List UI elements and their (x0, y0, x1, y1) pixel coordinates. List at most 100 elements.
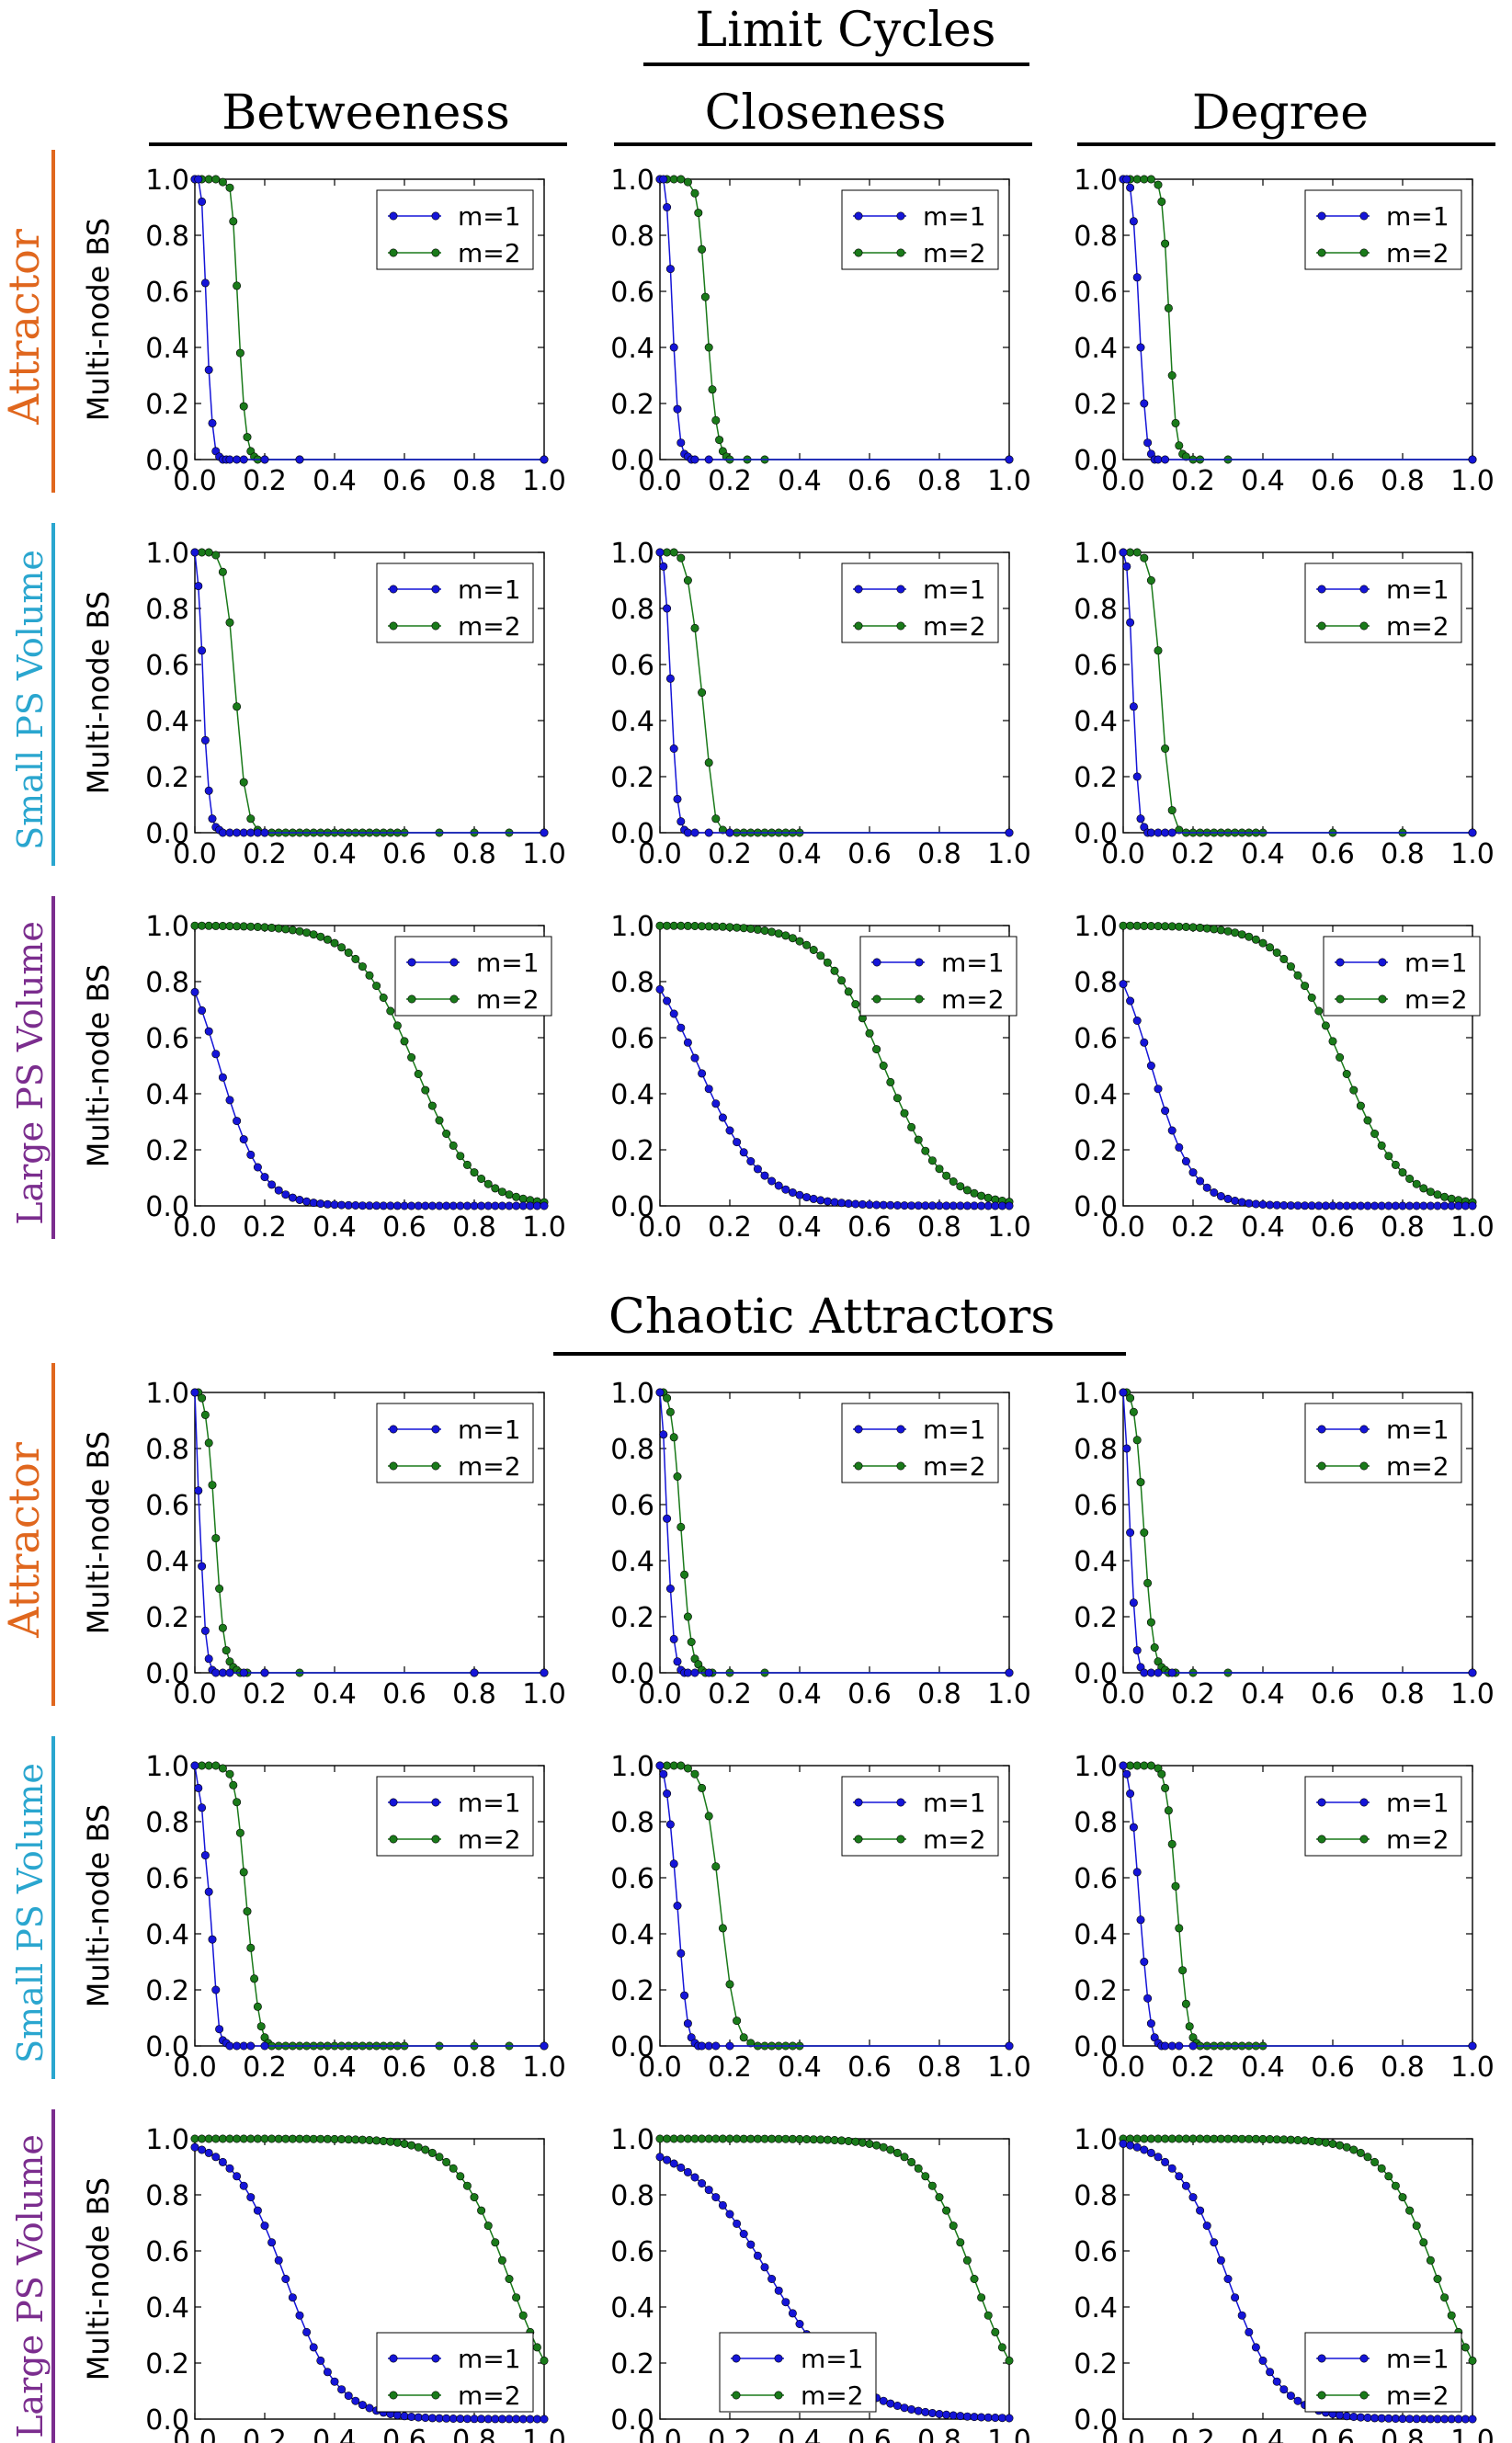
y-tick-label: 1.0 (610, 1378, 654, 1410)
series-m2-point (1146, 1761, 1155, 1770)
y-tick-label: 0.6 (1074, 1490, 1118, 1522)
series-m1-point (1266, 2368, 1275, 2377)
series-m2-point (281, 925, 290, 934)
legend-box (841, 562, 999, 643)
series-m1-point (1412, 1201, 1421, 1210)
series-m2-point (491, 2238, 500, 2247)
series-m1-point (218, 1668, 227, 1677)
legend: m=1m=2 (394, 936, 552, 1017)
x-tick-label: 0.8 (917, 1211, 961, 1244)
series-m2-point (760, 926, 769, 935)
series-m1-point (225, 2164, 234, 2173)
series-m1-point (892, 1201, 902, 1210)
series-m1-point (1126, 1790, 1135, 1799)
series-m1-point (1336, 1201, 1345, 1210)
series-m1-point (1132, 2142, 1142, 2152)
series-m2-point (1132, 1436, 1142, 1445)
series-m1-point (200, 1851, 210, 1860)
legend-box (841, 1776, 999, 1857)
y-tick-label: 0.0 (610, 1191, 654, 1223)
series-m2-point (198, 2134, 207, 2143)
series-m1-point (1468, 2415, 1477, 2424)
series-m2-point (1216, 2134, 1225, 2143)
series-m1-point (892, 2402, 902, 2411)
series-m1-point (246, 828, 256, 837)
series-m1-point (1307, 1201, 1316, 1210)
series-m2-point (1157, 1769, 1166, 1778)
series-m1-point (198, 2145, 207, 2154)
series-m1-point (1126, 618, 1135, 627)
series-m2-point (1342, 1070, 1351, 1079)
series-m1-point (200, 735, 210, 744)
legend-marker (431, 585, 440, 594)
series-m1-point (1175, 2172, 1184, 2181)
x-tick-label: 0.8 (1381, 1678, 1425, 1710)
series-m2-point (379, 994, 388, 1003)
series-m2-point (330, 938, 339, 948)
x-tick-label: 1.0 (522, 1678, 566, 1710)
y-tick-label: 0.0 (145, 445, 189, 477)
series-m1-point (218, 1073, 227, 1082)
legend-marker (1378, 958, 1387, 967)
series-m1-point (1122, 1444, 1131, 1453)
series-m2-point (949, 1177, 958, 1187)
x-tick-label: 0.6 (1311, 465, 1355, 497)
x-tick-label: 0.4 (778, 838, 822, 870)
series-m1-point (725, 828, 734, 837)
column-header-closeness: Closeness (705, 85, 947, 141)
series-m1-point (518, 1201, 528, 1210)
series-m1-point (1356, 1201, 1365, 1210)
series-m2-point (1167, 2134, 1177, 2143)
legend-label: m=1 (1404, 948, 1468, 978)
series-m1-point (795, 2320, 804, 2329)
x-tick-label: 0.6 (1311, 2051, 1355, 2084)
x-tick-label: 0.0 (1101, 1211, 1145, 1244)
series-m2-point (663, 921, 672, 930)
series-m2-point (1245, 932, 1254, 941)
series-m2-point (1161, 922, 1170, 931)
series-m2-point (435, 1116, 444, 1125)
series-m2-point (456, 1152, 465, 1161)
series-m1-point (204, 365, 213, 374)
series-m2-point (892, 2148, 902, 2157)
series-m1-point (1426, 1201, 1435, 1210)
series-m1-point (204, 1887, 213, 1896)
series-m1-point (512, 1201, 521, 1210)
series-m1-point (1405, 1201, 1415, 1210)
y-tick-label: 0.2 (145, 1602, 189, 1634)
series-m2-point (676, 175, 686, 184)
legend-marker (431, 1425, 440, 1434)
series-m1-point (483, 2415, 493, 2424)
series-m2-point (253, 2002, 262, 2011)
series-m1-point (1342, 2412, 1351, 2421)
series-m1-point (669, 2159, 678, 2168)
x-tick-label: 0.8 (1381, 2051, 1425, 2084)
series-m1-point (1167, 1126, 1177, 1135)
series-m2-point (1419, 1184, 1428, 1193)
series-m1-point (1223, 2275, 1233, 2284)
series-m2-point (198, 1393, 207, 1403)
series-m2-point (316, 2134, 325, 2143)
series-m1-point (470, 1201, 479, 1210)
x-tick-label: 1.0 (987, 2051, 1031, 2084)
series-m2-point (1129, 1407, 1138, 1416)
series-m2-point (483, 2221, 493, 2231)
series-m2-point (669, 921, 678, 930)
series-m2-point (1279, 954, 1289, 963)
x-tick-label: 0.8 (452, 2051, 496, 2084)
series-m1-point (540, 1201, 549, 1210)
series-m2-point (337, 2135, 347, 2144)
series-m2-point (956, 1182, 965, 1191)
y-tick-label: 0.8 (610, 2180, 654, 2212)
series-m2-point (1216, 926, 1225, 935)
series-m1-point (673, 404, 682, 414)
series-m1-point (879, 1200, 888, 1210)
y-tick-label: 1.0 (145, 1751, 189, 1783)
series-m2-point (1164, 1806, 1173, 1815)
series-m1-point (676, 438, 686, 448)
series-m2-point (1167, 370, 1177, 380)
legend: m=1m=2 (841, 562, 999, 643)
x-tick-label: 0.0 (638, 838, 682, 870)
series-m2-point (1468, 2356, 1477, 2365)
series-m2-point (233, 1798, 242, 1807)
